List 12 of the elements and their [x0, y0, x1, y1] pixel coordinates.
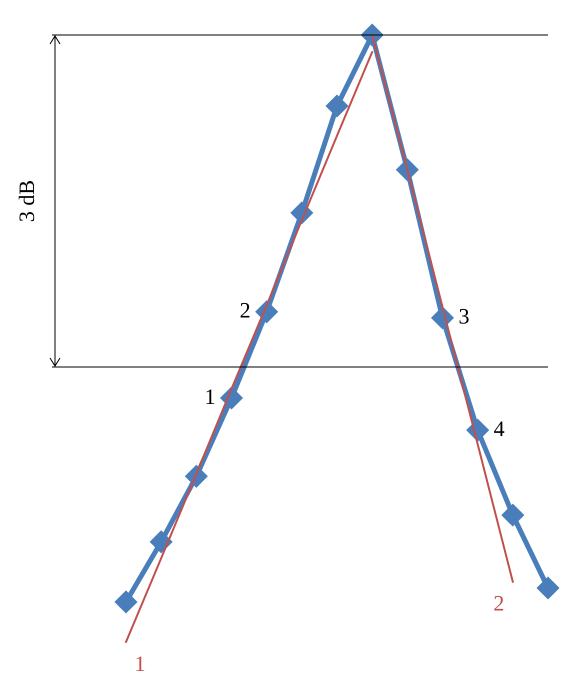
text: 1 — [134, 650, 146, 676]
text: 3 dB — [14, 180, 39, 222]
point — [150, 531, 172, 552]
point — [502, 504, 524, 526]
point — [326, 96, 348, 117]
series-label: 2 — [493, 590, 504, 616]
series-label: 1 — [204, 384, 216, 409]
point — [116, 591, 136, 612]
point — [538, 577, 558, 598]
annotation: 2 — [240, 298, 251, 323]
annotation: 4 — [494, 416, 505, 441]
annotation: 3 — [458, 304, 470, 329]
